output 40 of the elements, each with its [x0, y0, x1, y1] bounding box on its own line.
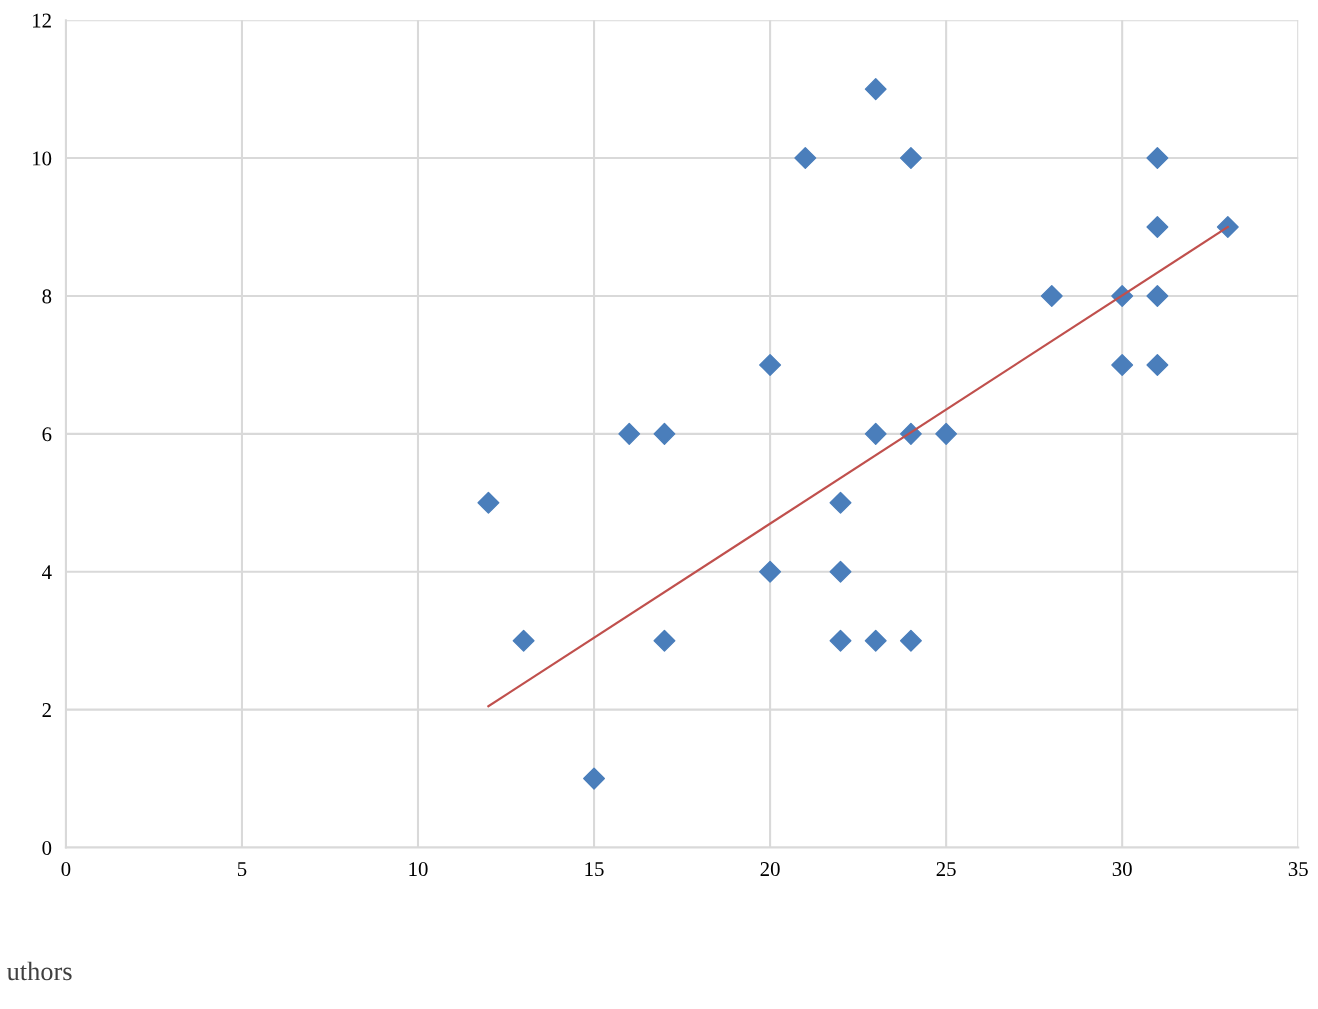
point — [829, 560, 852, 583]
x-tick-label: 30 — [1112, 862, 1132, 877]
y-tick-label: 6 — [42, 427, 52, 442]
y-tick-label: 10 — [33, 151, 52, 166]
point — [512, 629, 535, 652]
point — [653, 629, 676, 652]
x-tick-label: 0 — [61, 862, 71, 877]
point — [653, 422, 676, 445]
point — [477, 491, 500, 514]
point — [899, 629, 922, 652]
point — [864, 422, 887, 445]
point — [618, 422, 641, 445]
y-tick-label: 0 — [42, 840, 52, 855]
point — [1146, 353, 1169, 376]
x-tick-label: 35 — [1288, 862, 1308, 877]
x-tick-label: 25 — [936, 862, 956, 877]
text: uthors — [6, 961, 72, 981]
x-tick-label: 20 — [760, 862, 780, 877]
point — [829, 491, 852, 514]
x-tick-label: 15 — [585, 862, 604, 877]
point — [935, 422, 958, 445]
x-tick-label: 5 — [237, 862, 247, 877]
point — [864, 629, 887, 652]
point — [1146, 284, 1169, 307]
x-tick-label: 10 — [409, 862, 428, 877]
point — [1146, 216, 1169, 239]
y-tick-label: 4 — [42, 565, 52, 579]
point — [794, 147, 817, 170]
point — [864, 78, 887, 101]
point — [1111, 353, 1134, 376]
point — [899, 147, 922, 170]
point — [583, 767, 606, 790]
y-tick-label: 2 — [42, 703, 51, 717]
point — [759, 353, 782, 376]
y-tick-label: 8 — [42, 289, 52, 304]
point — [759, 560, 782, 583]
point — [1146, 147, 1169, 170]
point — [829, 629, 852, 652]
y-tick-label: 12 — [33, 13, 51, 28]
point — [1040, 284, 1063, 307]
